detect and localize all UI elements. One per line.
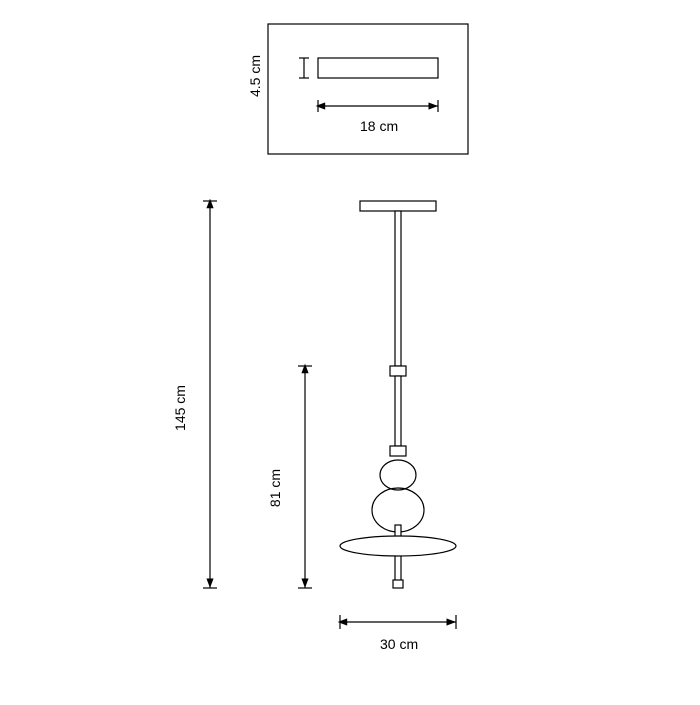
- label-canopy-width: 18 cm: [360, 118, 398, 134]
- label-width: 30 cm: [380, 636, 418, 652]
- technical-drawing: 4.5 cm 18 cm 145 cm 81 cm 30 cm: [0, 0, 700, 700]
- label-canopy-height: 4.5 cm: [247, 51, 263, 101]
- glass-ring-1: [380, 460, 416, 490]
- tip: [393, 580, 403, 588]
- label-body-height: 81 cm: [267, 458, 283, 518]
- disc-shade: [340, 536, 456, 556]
- label-total-height: 145 cm: [172, 373, 188, 443]
- coupler-2: [390, 446, 406, 456]
- canopy-side: [360, 201, 436, 211]
- coupler-1: [390, 366, 406, 376]
- rod-1: [395, 211, 401, 366]
- top-panel-box: [268, 24, 468, 154]
- rod-2: [395, 376, 401, 446]
- drawing-svg: [0, 0, 700, 700]
